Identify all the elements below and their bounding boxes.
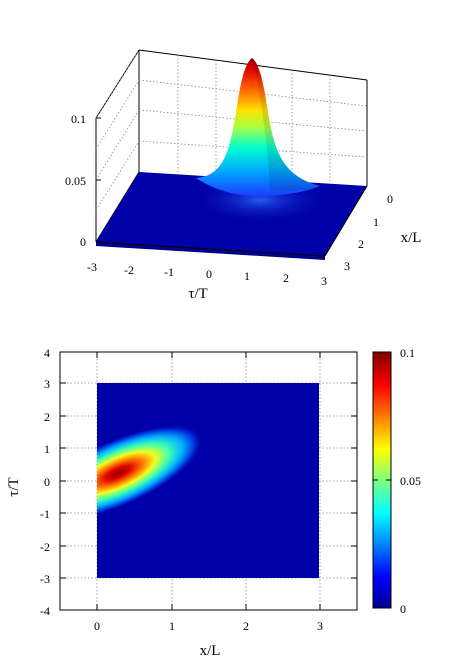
heatmap-x-tick: 3 bbox=[317, 619, 323, 633]
heatmap-x-ticklabels: 0 1 2 3 bbox=[94, 619, 323, 633]
xl-tick-label: 1 bbox=[373, 215, 379, 229]
heatmap-y-tick: -2 bbox=[40, 540, 50, 554]
xl-tick-label: 0 bbox=[387, 192, 393, 206]
z-tick-label: 0.05 bbox=[65, 174, 86, 188]
z-axis: 0 0.05 0.1 bbox=[65, 112, 101, 249]
heatmap-y-tick: -4 bbox=[40, 604, 50, 618]
heatmap-x-label: x/L bbox=[200, 643, 221, 659]
heatmap-x-tick: 2 bbox=[243, 619, 249, 633]
colorbar-tick: 0.1 bbox=[400, 346, 415, 360]
tau-tick-label: 2 bbox=[283, 271, 289, 285]
heatmap-y-tick: -1 bbox=[40, 507, 50, 521]
surface-plot: 0 0.05 0.1 -3 -2 -1 0 1 2 3 τ/T 0 1 2 3 … bbox=[65, 49, 422, 302]
xl-axis: 0 1 2 3 x/L bbox=[324, 185, 422, 273]
heatmap-y-axis bbox=[60, 351, 357, 611]
heatmap-y-tick: 2 bbox=[44, 410, 50, 424]
tau-tick-label: -1 bbox=[164, 265, 174, 279]
heatmap-y-tick: 0 bbox=[44, 475, 50, 489]
surface-front-edge bbox=[96, 242, 325, 260]
tau-tick-label: -2 bbox=[124, 263, 134, 277]
xl-tick-label: 2 bbox=[358, 237, 364, 251]
tau-tick-label: 1 bbox=[244, 269, 250, 283]
colorbar-tick: 0 bbox=[400, 602, 406, 616]
heatmap-y-tick: 1 bbox=[44, 442, 50, 456]
heatmap-y-label: τ/T bbox=[6, 477, 22, 496]
z-tick-label: 0.1 bbox=[71, 112, 86, 126]
heatmap-y-ticklabels: 4 3 2 1 0 -1 -2 -3 -4 bbox=[40, 346, 50, 618]
heatmap-x-axis bbox=[96, 352, 321, 610]
heatmap-x-tick: 1 bbox=[169, 619, 175, 633]
heatmap-y-tick: 3 bbox=[44, 377, 50, 391]
colorbar: 0.1 0.05 0 bbox=[372, 346, 421, 616]
tau-tick-label: 0 bbox=[206, 267, 212, 281]
heatmap-hotspot bbox=[97, 424, 204, 522]
surface-peak bbox=[196, 58, 320, 196]
tau-axis-label: τ/T bbox=[188, 286, 207, 302]
heatmap-x-tick: 0 bbox=[94, 619, 100, 633]
colorbar-tick: 0.05 bbox=[400, 474, 421, 488]
tau-axis: -3 -2 -1 0 1 2 3 τ/T bbox=[87, 241, 327, 302]
surface-peak-shade bbox=[252, 58, 320, 192]
xl-axis-label: x/L bbox=[401, 230, 422, 246]
heatmap-y-tick: -3 bbox=[40, 572, 50, 586]
heatmap-plot: 4 3 2 1 0 -1 -2 -3 -4 τ/T 0 1 2 3 bbox=[6, 346, 358, 659]
tau-tick-label: -3 bbox=[87, 260, 97, 274]
heatmap-y-tick: 4 bbox=[44, 346, 50, 360]
z-tick-label: 0 bbox=[80, 235, 86, 249]
tau-tick-label: 3 bbox=[321, 274, 327, 288]
xl-tick-label: 3 bbox=[344, 259, 350, 273]
